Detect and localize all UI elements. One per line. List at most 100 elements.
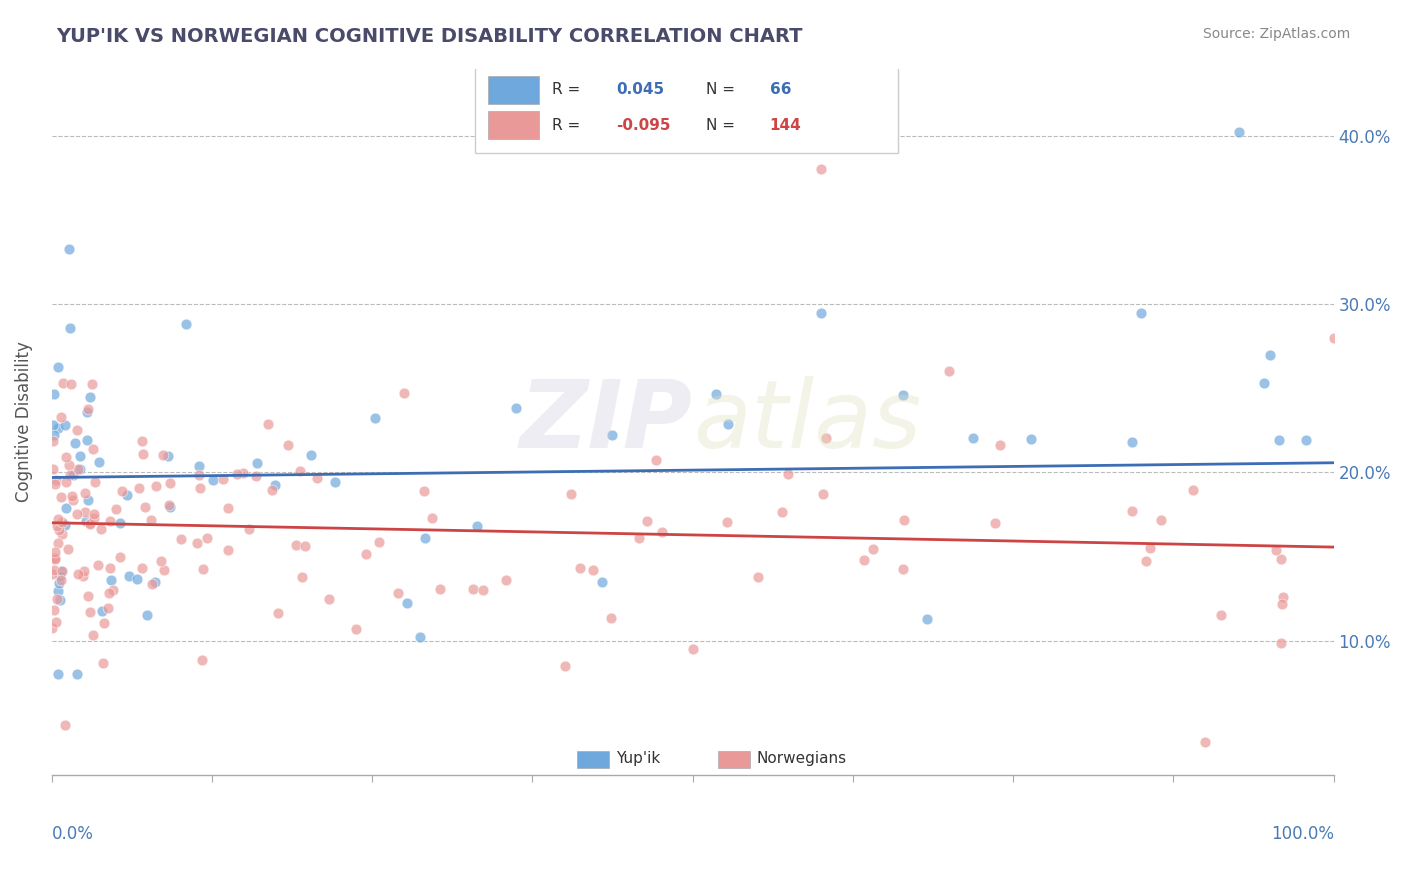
Point	[82, 442, 104, 457]
Point	[1209, 607, 1232, 622]
Point	[1182, 483, 1205, 497]
Point	[75, 486, 97, 500]
Text: N =: N =	[706, 118, 734, 133]
Point	[69, 449, 91, 463]
Point	[582, 563, 605, 577]
Point	[69, 462, 91, 476]
Text: Norwegians: Norwegians	[756, 751, 846, 766]
Point	[72, 569, 94, 583]
Point	[41, 434, 63, 449]
Point	[48, 569, 70, 583]
Point	[299, 448, 322, 462]
Point	[128, 482, 150, 496]
Point	[76, 589, 98, 603]
Point	[651, 525, 673, 540]
Point	[42, 462, 65, 476]
Point	[420, 510, 443, 524]
Point	[59, 377, 82, 392]
Point	[1227, 125, 1250, 139]
Point	[44, 545, 66, 559]
Point	[1323, 331, 1346, 345]
Point	[553, 658, 575, 673]
Point	[1121, 435, 1143, 450]
Point	[83, 507, 105, 521]
Point	[41, 418, 63, 433]
Point	[63, 436, 86, 450]
Point	[813, 487, 835, 501]
Point	[356, 547, 378, 561]
Point	[246, 456, 269, 470]
Point	[232, 466, 254, 480]
Point	[79, 516, 101, 531]
Point	[131, 560, 153, 574]
Point	[716, 515, 738, 529]
Point	[560, 487, 582, 501]
Point	[1121, 504, 1143, 518]
Point	[568, 560, 591, 574]
Point	[195, 531, 218, 545]
Point	[44, 551, 66, 566]
Point	[505, 401, 527, 415]
Point	[1295, 433, 1317, 447]
Y-axis label: Cognitive Disability: Cognitive Disability	[15, 342, 32, 502]
Point	[176, 318, 198, 332]
Point	[49, 410, 72, 425]
Point	[131, 434, 153, 448]
Point	[66, 423, 89, 437]
Point	[600, 428, 623, 442]
Point	[49, 593, 72, 607]
Point	[77, 401, 100, 416]
Point	[1194, 734, 1216, 748]
Point	[41, 621, 63, 635]
FancyBboxPatch shape	[578, 750, 609, 768]
Point	[591, 574, 613, 589]
Point	[75, 515, 97, 529]
Point	[294, 539, 316, 553]
Point	[73, 564, 96, 578]
Point	[225, 467, 247, 482]
Point	[76, 433, 98, 447]
Point	[98, 560, 121, 574]
Point	[217, 543, 239, 558]
Point	[51, 527, 73, 541]
Point	[141, 576, 163, 591]
FancyBboxPatch shape	[718, 750, 751, 768]
Point	[66, 667, 89, 681]
Point	[58, 458, 80, 472]
Point	[367, 535, 389, 549]
Point	[134, 500, 156, 515]
Point	[465, 518, 488, 533]
FancyBboxPatch shape	[488, 76, 538, 103]
Point	[600, 611, 623, 625]
Point	[156, 449, 179, 463]
Point	[682, 642, 704, 657]
Point	[53, 417, 76, 432]
Point	[245, 468, 267, 483]
Point	[111, 483, 134, 498]
Point	[305, 471, 328, 485]
Point	[84, 475, 107, 489]
Point	[1135, 553, 1157, 567]
Point	[46, 421, 69, 435]
Point	[1019, 432, 1042, 446]
Point	[42, 428, 65, 442]
Point	[187, 467, 209, 482]
Point	[364, 411, 387, 425]
Point	[46, 518, 69, 533]
Point	[1150, 513, 1173, 527]
Point	[291, 570, 314, 584]
Point	[149, 554, 172, 568]
Point	[409, 630, 432, 644]
Text: YUP'IK VS NORWEGIAN COGNITIVE DISABILITY CORRELATION CHART: YUP'IK VS NORWEGIAN COGNITIVE DISABILITY…	[56, 27, 803, 45]
Text: N =: N =	[706, 82, 734, 97]
Point	[429, 582, 451, 596]
Point	[413, 483, 436, 498]
Point	[93, 616, 115, 631]
Point	[495, 573, 517, 587]
Point	[79, 390, 101, 404]
FancyBboxPatch shape	[488, 111, 538, 139]
Point	[461, 582, 484, 596]
Point	[55, 450, 77, 465]
Text: 0.0%: 0.0%	[52, 825, 94, 843]
Point	[187, 459, 209, 474]
